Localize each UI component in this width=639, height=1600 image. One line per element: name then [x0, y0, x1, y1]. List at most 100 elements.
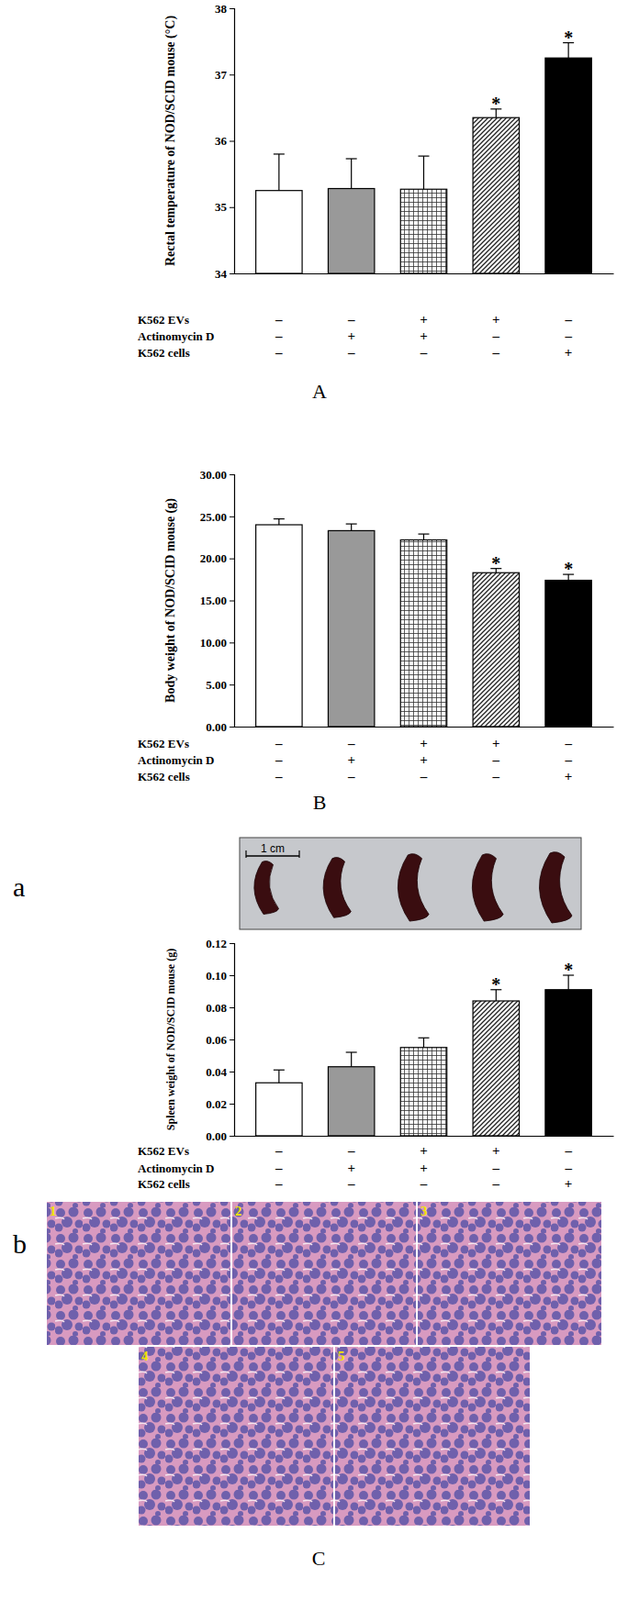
histology-image — [45, 1201, 232, 1347]
y-tick-label: 36 — [214, 134, 228, 148]
error-bar — [346, 1053, 358, 1068]
y-tick-label: 35 — [214, 200, 228, 214]
y-tick-label: 0.08 — [205, 1001, 227, 1016]
spleen — [254, 862, 280, 916]
chart-0: 3435363738Rectal temperature of NOD/SCID… — [137, 1, 615, 360]
histology-image — [137, 1346, 335, 1528]
y-tick: 35 — [214, 200, 235, 214]
error-line — [423, 1038, 425, 1049]
treatment-sign: – — [492, 345, 501, 360]
y-tick: 0.04 — [205, 1065, 235, 1080]
treatment-name: K562 cells — [137, 1177, 191, 1192]
y-tick: 5.00 — [205, 678, 235, 693]
y-tick-mark — [229, 1008, 235, 1009]
error-cap — [273, 153, 285, 155]
bar — [472, 572, 519, 728]
plot-area — [256, 43, 593, 274]
spleen — [397, 854, 429, 922]
bar — [327, 189, 374, 274]
significance-marker: * — [563, 960, 573, 981]
y-tick-label: 15.00 — [200, 594, 227, 608]
error-cap — [418, 533, 430, 535]
significance-marker: * — [491, 975, 501, 996]
y-tick-mark — [229, 273, 235, 275]
treatment-sign: + — [492, 312, 501, 327]
y-tick-mark — [229, 975, 235, 977]
spleen — [471, 854, 504, 922]
bar — [400, 1048, 447, 1137]
histology-image — [231, 1201, 417, 1347]
spleen-photo: 1 cm — [239, 838, 582, 931]
treatment-sign: – — [563, 1143, 572, 1159]
error-bar — [273, 1070, 285, 1084]
y-axis-line — [229, 944, 236, 1138]
x-axis-line — [235, 273, 615, 275]
treatment-sign: + — [564, 1177, 573, 1192]
treatment-sign: – — [274, 1177, 283, 1192]
treatment-sign: – — [347, 1177, 356, 1192]
panel-label: B — [313, 791, 327, 815]
treatment-sign: – — [563, 312, 572, 327]
treatment-sign: – — [492, 328, 501, 344]
error-cap — [346, 523, 358, 525]
y-tick-label: 0.06 — [205, 1033, 227, 1048]
y-tick-label: 34 — [214, 267, 228, 281]
error-cap — [418, 156, 430, 157]
y-tick-label: 30.00 — [200, 468, 227, 483]
y-axis-title: Spleen weight of NOD/SCID mouse (g) — [164, 949, 178, 1132]
y-tick: 36 — [214, 134, 235, 148]
treatment-sign: + — [347, 752, 356, 768]
y-axis: 0.005.0010.0015.0020.0025.0030.00 — [200, 468, 236, 735]
y-tick: 34 — [214, 267, 235, 281]
y-tick-mark — [229, 943, 235, 945]
x-axis — [235, 273, 615, 275]
y-axis-title: Body weight of NOD/SCID mouse (g) — [163, 498, 179, 704]
error-bar — [418, 156, 430, 190]
chart-2: 0.000.020.040.060.080.100.12Spleen weigh… — [137, 937, 615, 1192]
y-tick-label: 37 — [214, 67, 228, 82]
treatment-sign: – — [419, 345, 428, 360]
treatment-name: K562 cells — [137, 770, 191, 785]
treatment-name: Actinomycin D — [137, 1162, 214, 1177]
y-tick-mark — [229, 559, 235, 561]
y-axis-title: Rectal temperature of NOD/SCID mouse (°C… — [163, 15, 179, 268]
treatment-name: Actinomycin D — [137, 329, 214, 344]
spleen — [538, 852, 572, 924]
y-tick-mark — [229, 727, 235, 729]
error-line — [278, 1070, 280, 1084]
y-tick-mark — [229, 141, 235, 143]
scale-bar-label: 1 cm — [260, 842, 285, 856]
bar — [472, 1001, 519, 1137]
error-cap — [346, 1052, 358, 1054]
treatment-sign: + — [419, 312, 428, 327]
y-tick-label: 20.00 — [200, 551, 227, 566]
treatment-name: Actinomycin D — [137, 753, 214, 768]
y-tick: 0.06 — [205, 1033, 235, 1048]
error-line — [278, 154, 280, 191]
histology-label: 3 — [420, 1204, 428, 1220]
x-axis — [235, 1136, 615, 1138]
plot-area — [256, 519, 593, 728]
treatment-sign: – — [274, 736, 283, 752]
significance-marker: * — [563, 27, 573, 48]
bar — [256, 1083, 303, 1137]
treatment-sign: + — [419, 1161, 428, 1177]
error-bar — [346, 524, 358, 531]
scale-bar — [246, 855, 300, 858]
treatment-sign: – — [347, 769, 356, 785]
error-bar — [346, 158, 358, 190]
x-axis-line — [235, 727, 615, 729]
treatment-sign: – — [419, 769, 428, 785]
y-tick-mark — [229, 516, 235, 518]
treatment-sign: – — [274, 769, 283, 785]
y-tick-mark — [229, 601, 235, 603]
y-tick: 0.00 — [205, 720, 235, 735]
y-tick: 0.00 — [205, 1130, 235, 1144]
y-axis-line — [229, 9, 236, 275]
panel-label: b — [12, 1229, 27, 1260]
y-axis: 3435363738 — [214, 1, 236, 281]
plot-area — [256, 975, 593, 1137]
treatment-sign: + — [564, 769, 573, 785]
error-line — [350, 1053, 352, 1068]
y-tick: 25.00 — [200, 509, 235, 524]
